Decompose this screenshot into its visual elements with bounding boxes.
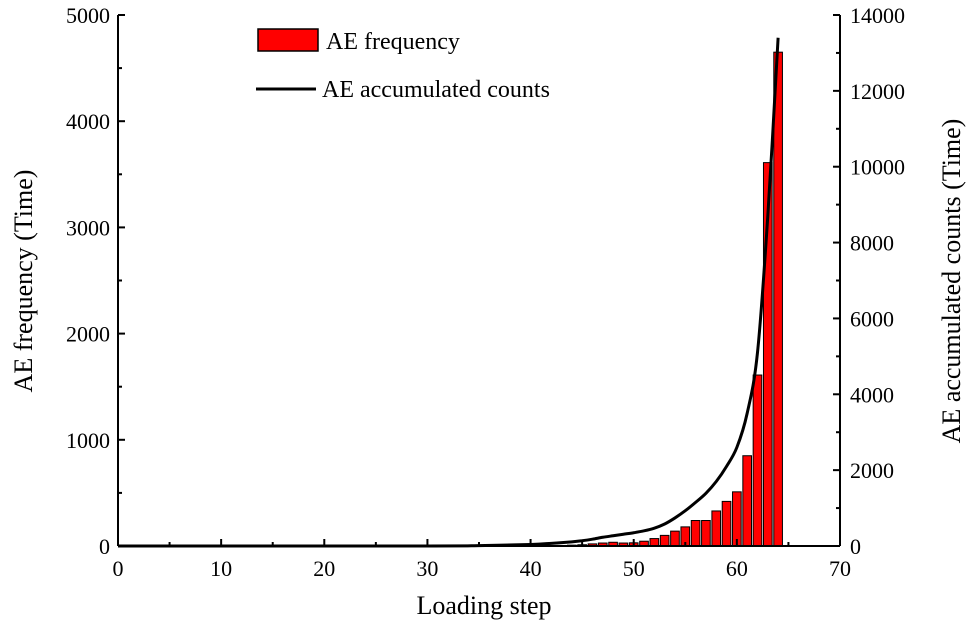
bar-ae-frequency bbox=[732, 491, 742, 547]
bar-ae-frequency bbox=[690, 520, 701, 547]
y-right-tick-label: 0 bbox=[850, 534, 861, 559]
legend: AE frequency AE accumulated counts bbox=[256, 28, 550, 103]
bar-ae-frequency bbox=[659, 534, 670, 547]
ticks-layer: 0 10 20 30 40 50 60 700100020003000400050000200… bbox=[66, 3, 905, 581]
bar-ae-frequency bbox=[773, 51, 783, 547]
bar-ae-frequency bbox=[752, 374, 763, 547]
y-left-tick-label: 1000 bbox=[66, 428, 110, 453]
line-ae-accumulated-counts bbox=[117, 37, 780, 548]
y-right-tick-label: 14000 bbox=[850, 3, 905, 28]
bar-ae-frequency bbox=[701, 520, 711, 547]
bar-ae-frequency bbox=[711, 510, 722, 547]
y-left-tick-label: 3000 bbox=[66, 215, 110, 240]
x-tick-label: 40 bbox=[520, 556, 542, 581]
y-left-tick-label: 4000 bbox=[66, 109, 110, 134]
legend-line-label: AE accumulated counts bbox=[322, 77, 550, 103]
bar-ae-frequency bbox=[670, 530, 680, 547]
y-left-tick-label: 0 bbox=[99, 534, 110, 559]
x-tick-label: 0 bbox=[113, 556, 124, 581]
bar-ae-frequency bbox=[721, 500, 732, 547]
y-left-tick-label: 2000 bbox=[66, 322, 110, 347]
legend-bar-swatch bbox=[257, 28, 319, 52]
legend-bar-label: AE frequency bbox=[326, 29, 460, 55]
y-right-tick-label: 4000 bbox=[850, 382, 894, 407]
x-axis-title: Loading step bbox=[416, 591, 551, 620]
x-tick-label: 30 bbox=[416, 556, 438, 581]
x-tick-label: 10 bbox=[210, 556, 232, 581]
y-axis-right-title: AE accumulated counts (Time) bbox=[937, 119, 966, 444]
y-left-tick-label: 5000 bbox=[66, 3, 110, 28]
bar-ae-frequency bbox=[742, 455, 753, 547]
y-right-tick-label: 6000 bbox=[850, 306, 894, 331]
bar-ae-frequency bbox=[649, 538, 660, 547]
y-right-tick-label: 12000 bbox=[850, 79, 905, 104]
y-right-tick-label: 10000 bbox=[850, 155, 905, 180]
y-right-tick-label: 8000 bbox=[850, 231, 894, 256]
x-tick-label: 50 bbox=[623, 556, 645, 581]
x-tick-label: 60 bbox=[726, 556, 748, 581]
line-layer bbox=[117, 37, 780, 548]
y-axis-left-title: AE frequency (Time) bbox=[9, 170, 38, 393]
x-tick-label: 70 bbox=[829, 556, 851, 581]
y-right-tick-label: 2000 bbox=[850, 458, 894, 483]
x-tick-label: 20 bbox=[313, 556, 335, 581]
bars-layer bbox=[556, 51, 783, 547]
